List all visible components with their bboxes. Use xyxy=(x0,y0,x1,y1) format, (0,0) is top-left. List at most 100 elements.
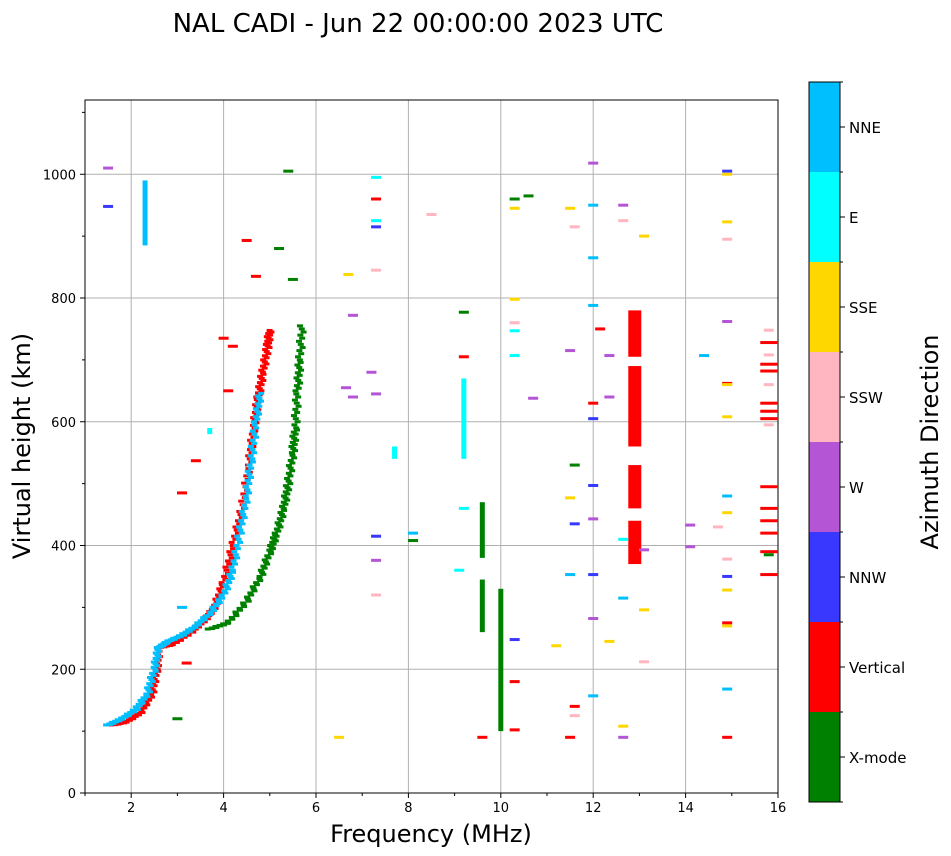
trace-point xyxy=(170,636,177,640)
y-tick-label: 800 xyxy=(51,292,76,307)
echo-point xyxy=(588,617,599,621)
trace-point xyxy=(292,389,299,393)
trace-point xyxy=(248,475,255,479)
trace-point xyxy=(232,610,239,614)
trace-point xyxy=(233,544,240,547)
trace-point xyxy=(152,667,159,671)
echo-point xyxy=(371,558,382,562)
trace-point xyxy=(287,458,294,462)
echo-point xyxy=(565,573,576,577)
trace-point xyxy=(240,492,247,496)
trace-point xyxy=(284,492,291,496)
trace-point xyxy=(153,680,160,684)
echo-point xyxy=(509,728,520,732)
trace-point xyxy=(246,482,253,486)
echo-point xyxy=(569,714,580,718)
trace-point xyxy=(291,436,298,440)
trace-point xyxy=(151,684,158,688)
trace-point xyxy=(284,498,291,502)
trace-point xyxy=(260,572,267,576)
trace-point xyxy=(258,368,265,372)
trace-point xyxy=(286,488,293,492)
trace-point xyxy=(241,605,248,609)
trace-point xyxy=(236,606,243,610)
trace-point xyxy=(230,559,237,563)
trace-point xyxy=(154,664,161,668)
trace-point xyxy=(258,376,265,380)
trace-point xyxy=(149,682,156,686)
trace-point xyxy=(140,704,147,708)
trace-point xyxy=(147,692,154,696)
echo-point xyxy=(618,219,629,223)
colorbar-label: Azimuth Direction xyxy=(916,335,944,550)
trace-point xyxy=(140,696,147,700)
trace-point xyxy=(294,428,301,432)
trace-point xyxy=(218,595,225,599)
trace-point xyxy=(253,581,260,585)
x-tick-label: 6 xyxy=(312,801,320,816)
trace-point xyxy=(271,537,278,541)
trace-point xyxy=(146,682,153,686)
echo-point xyxy=(639,608,650,612)
trace-point xyxy=(246,463,253,467)
trace-point xyxy=(191,624,198,628)
colorbar-label-vertical: Vertical xyxy=(849,659,905,677)
y-tick-label: 600 xyxy=(51,416,76,431)
chart-title: NAL CADI - Jun 22 00:00:00 2023 UTC xyxy=(173,9,664,39)
echo-bar xyxy=(628,366,642,447)
trace-point xyxy=(296,324,303,328)
trace-point xyxy=(262,342,269,346)
echo-point xyxy=(347,395,358,399)
colorbar-swatch-nne xyxy=(809,82,840,172)
trace-point xyxy=(149,695,156,699)
trace-point xyxy=(194,621,201,625)
colorbar-swatch-vertical xyxy=(809,622,840,712)
x-tick-label: 4 xyxy=(219,801,227,816)
echo-point xyxy=(763,423,774,427)
trace-point xyxy=(300,330,307,334)
trace-point xyxy=(206,610,213,614)
trace-point xyxy=(251,423,258,427)
trace-point xyxy=(164,639,171,643)
echo-point xyxy=(760,409,778,413)
plot-frame xyxy=(84,99,779,794)
trace-point xyxy=(228,565,235,569)
echo-bar xyxy=(498,588,504,732)
trace-point xyxy=(242,485,249,489)
echo-point xyxy=(722,687,733,691)
trace-point xyxy=(218,591,225,595)
colorbar-label-nne: NNE xyxy=(849,119,881,137)
echo-point xyxy=(722,169,733,173)
trace-point xyxy=(256,577,263,580)
trace-point xyxy=(246,472,253,476)
x-tick-label: 12 xyxy=(585,801,602,816)
trace-point xyxy=(264,344,271,348)
trace-point xyxy=(298,327,305,331)
trace-point xyxy=(234,556,241,560)
echo-point xyxy=(760,401,778,405)
trace-point xyxy=(240,601,247,605)
echo-point xyxy=(371,175,382,179)
echo-point xyxy=(685,523,696,527)
echo-bar xyxy=(628,465,642,509)
trace-point xyxy=(251,589,258,593)
trace-point xyxy=(256,574,263,578)
echo-point xyxy=(722,511,733,515)
trace-point xyxy=(290,447,297,451)
trace-point xyxy=(234,531,241,535)
echo-point xyxy=(588,203,599,207)
trace-point xyxy=(173,639,180,643)
trace-point xyxy=(218,581,225,585)
trace-point xyxy=(295,395,302,399)
trace-point xyxy=(280,515,287,519)
echo-point xyxy=(569,463,580,467)
trace-point xyxy=(211,608,218,612)
trace-point xyxy=(267,338,274,342)
trace-point xyxy=(244,597,251,601)
trace-point xyxy=(255,391,262,395)
trace-point xyxy=(232,612,239,616)
trace-point xyxy=(141,706,148,710)
trace-point xyxy=(238,509,245,513)
echo-point xyxy=(588,256,599,260)
trace-point xyxy=(146,690,153,694)
